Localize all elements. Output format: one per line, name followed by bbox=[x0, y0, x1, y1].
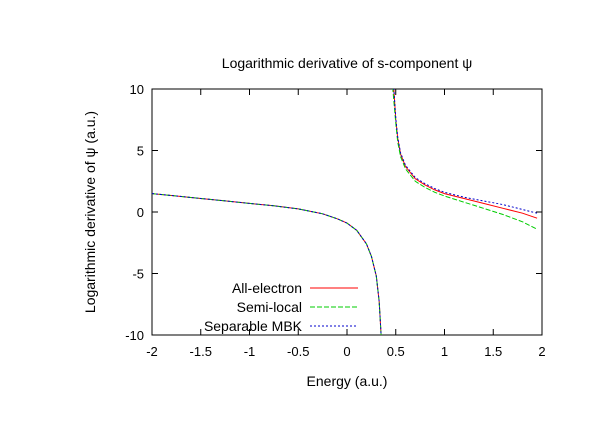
legend-label: All-electron bbox=[232, 280, 302, 296]
x-tick-label: 2 bbox=[538, 344, 545, 359]
plot-frame bbox=[151, 88, 543, 336]
legend: All-electron Semi-local Separable MBK bbox=[204, 280, 358, 334]
x-tick-label: 0.5 bbox=[387, 344, 405, 359]
x-tick-label: 0 bbox=[343, 344, 350, 359]
legend-label: Semi-local bbox=[237, 299, 302, 315]
x-tick-label: -1 bbox=[244, 344, 256, 359]
y-tick-label: 0 bbox=[137, 205, 144, 220]
series-line-3 bbox=[393, 89, 538, 214]
x-axis-label: Energy (a.u.) bbox=[307, 373, 388, 389]
x-tick-labels: -2 -1.5 -1 -0.5 0 0.5 1 1.5 2 bbox=[146, 344, 545, 359]
y-tick-label: -10 bbox=[125, 328, 144, 343]
series-lines bbox=[152, 89, 538, 335]
x-tick-label: 1 bbox=[441, 344, 448, 359]
series-line-2 bbox=[392, 89, 538, 230]
x-tick-label: 1.5 bbox=[484, 344, 502, 359]
legend-label: Separable MBK bbox=[204, 318, 303, 334]
y-tick-label: -5 bbox=[132, 267, 144, 282]
y-tick-label: 5 bbox=[137, 144, 144, 159]
y-tick-label: 10 bbox=[130, 82, 144, 97]
series-line-3 bbox=[152, 193, 382, 335]
x-tick-label: -2 bbox=[146, 344, 158, 359]
series-line-1 bbox=[393, 89, 538, 219]
x-tick-label: -0.5 bbox=[287, 344, 309, 359]
y-axis-label: Logarithmic derivative of ψ (a.u.) bbox=[82, 111, 98, 313]
axis-ticks bbox=[151, 88, 543, 336]
y-tick-labels: -10 -5 0 5 10 bbox=[125, 82, 144, 343]
chart-title: Logarithmic derivative of s-component ψ bbox=[222, 55, 472, 71]
x-tick-label: -1.5 bbox=[190, 344, 212, 359]
